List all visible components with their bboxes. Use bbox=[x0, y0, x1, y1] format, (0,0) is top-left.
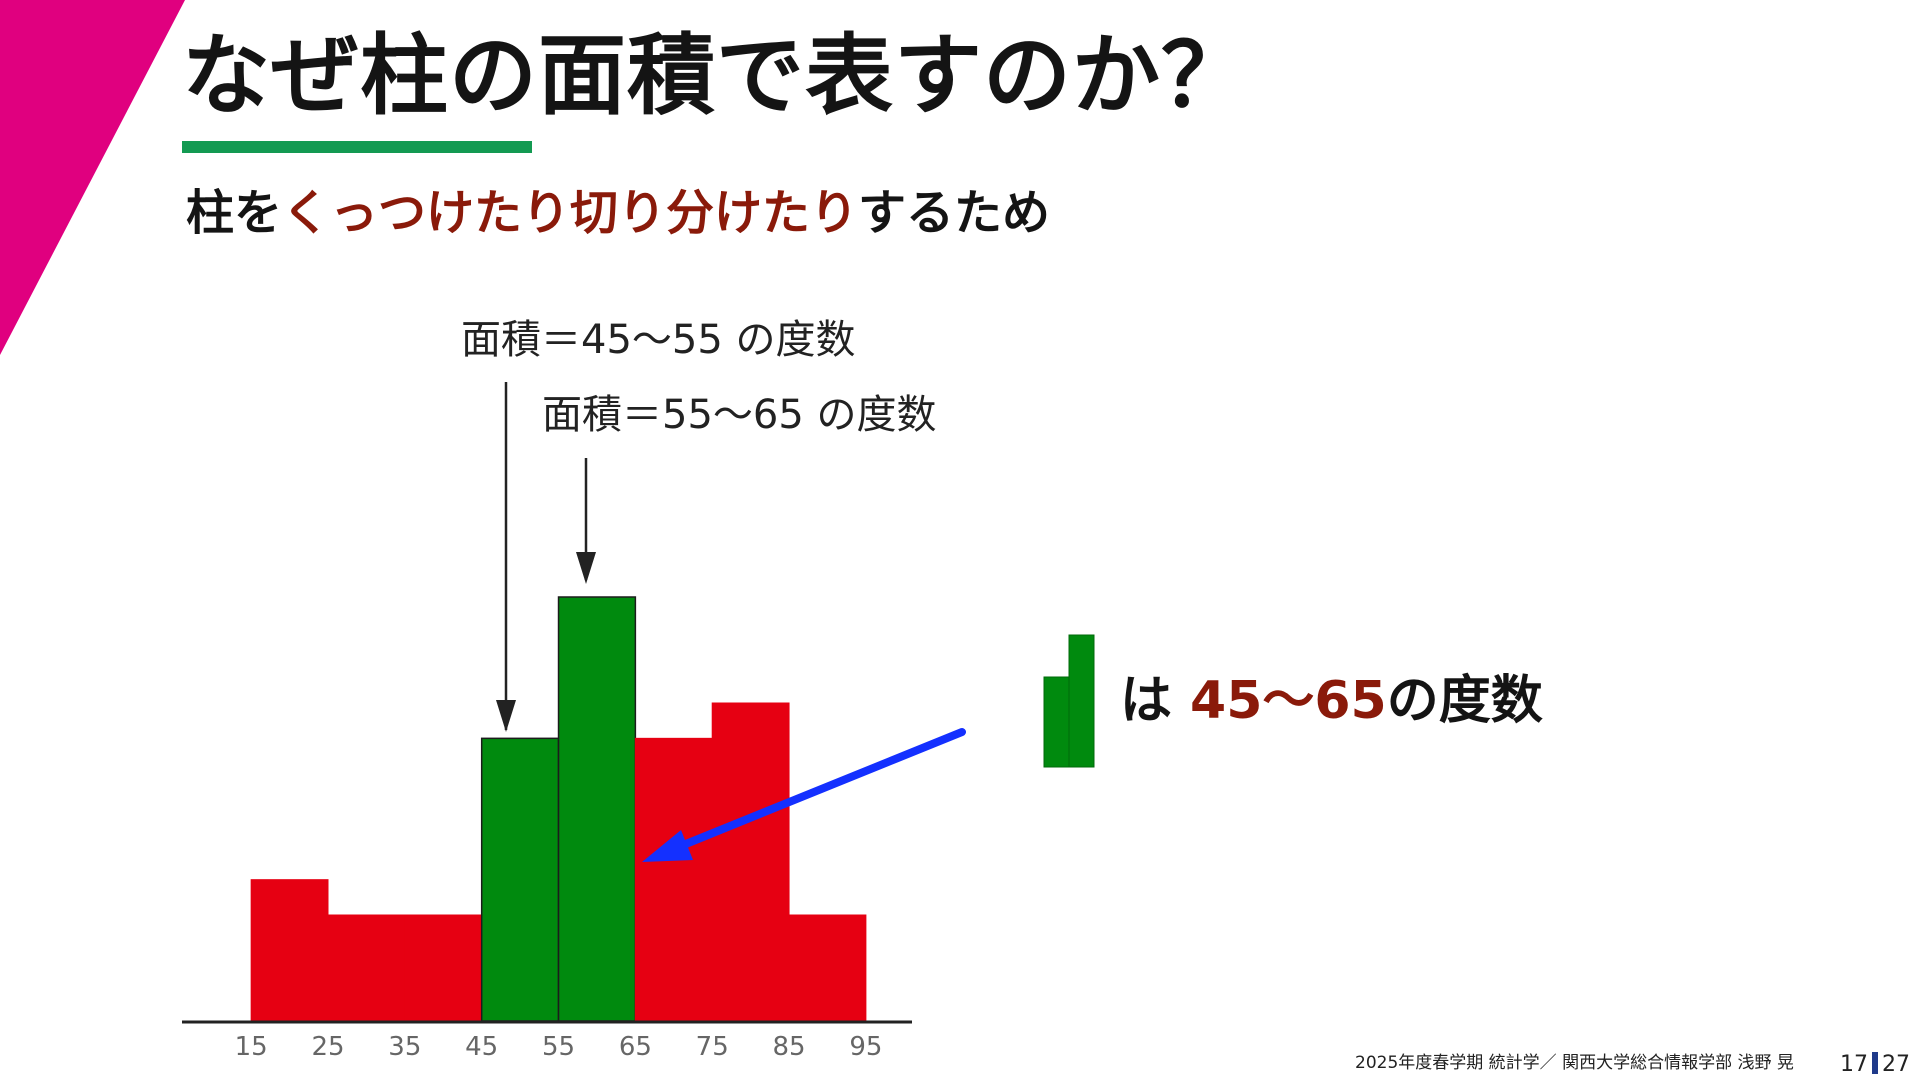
x-tick-label-55: 55 bbox=[542, 1032, 575, 1062]
page-separator bbox=[1872, 1052, 1878, 1074]
footer-credit: 2025年度春学期 統計学／ 関西大学総合情報学部 浅野 晃 bbox=[1355, 1053, 1794, 1073]
total-pages: 27 bbox=[1882, 1052, 1910, 1077]
x-tick-label-45: 45 bbox=[465, 1032, 498, 1062]
x-tick-label-35: 35 bbox=[388, 1032, 421, 1062]
histogram-bar-85-95 bbox=[788, 914, 867, 1022]
pointer-arrow-shaft bbox=[672, 728, 966, 852]
histogram-bar-45-55 bbox=[480, 737, 560, 1022]
accent-shape bbox=[0, 0, 185, 355]
legend-swatch-bar-left bbox=[1043, 676, 1070, 768]
subtitle: 柱をくっつけたり切り分けたりするため bbox=[186, 185, 1051, 241]
pointer-arrowhead bbox=[642, 830, 693, 862]
histogram-bar-75-85 bbox=[711, 702, 790, 1022]
histogram-bar-65-75 bbox=[634, 737, 713, 1022]
x-tick-label-85: 85 bbox=[773, 1032, 806, 1062]
legend-range: 45～65 bbox=[1190, 671, 1387, 731]
histogram-bars bbox=[250, 596, 867, 1022]
histogram-bar-15-25 bbox=[250, 879, 329, 1022]
annotation-bin-55-65: 面積＝55～65 の度数 bbox=[542, 392, 937, 438]
histogram-bar-25-35 bbox=[327, 914, 406, 1022]
legend-swatch-bar-right bbox=[1068, 634, 1095, 768]
histogram-bar-35-45 bbox=[404, 914, 483, 1022]
annotation-arrowhead-bin-45-55 bbox=[496, 700, 516, 732]
x-tick-labels: 15 25 35 45 55 65 75 85 95 bbox=[235, 1032, 883, 1062]
legend-swatch-merged-bars bbox=[1043, 634, 1095, 768]
slide-title: なぜ柱の面積で表すのか？ bbox=[182, 24, 1251, 127]
annotation-bin-45-55: 面積＝45～55 の度数 bbox=[461, 317, 856, 363]
histogram-bar-55-65 bbox=[557, 596, 637, 1022]
x-tick-label-25: 25 bbox=[311, 1032, 344, 1062]
subtitle-prefix: 柱を bbox=[186, 185, 283, 241]
page-number: 17 27 bbox=[1840, 1052, 1910, 1076]
legend-prefix: は bbox=[1120, 671, 1173, 731]
legend-suffix: の度数 bbox=[1386, 671, 1543, 731]
subtitle-highlight: くっつけたり切り分けたり bbox=[282, 185, 859, 241]
x-tick-label-15: 15 bbox=[235, 1032, 268, 1062]
x-tick-label-65: 65 bbox=[619, 1032, 652, 1062]
accent-triangle bbox=[0, 0, 185, 355]
x-tick-label-75: 75 bbox=[696, 1032, 729, 1062]
legend-label: は 45～65の度数 bbox=[1120, 675, 1543, 727]
x-tick-label-95: 95 bbox=[849, 1032, 882, 1062]
annotation-arrowhead-bin-55-65 bbox=[576, 552, 596, 584]
title-underline bbox=[182, 141, 532, 153]
current-page: 17 bbox=[1840, 1052, 1868, 1077]
subtitle-suffix: するため bbox=[858, 185, 1051, 241]
